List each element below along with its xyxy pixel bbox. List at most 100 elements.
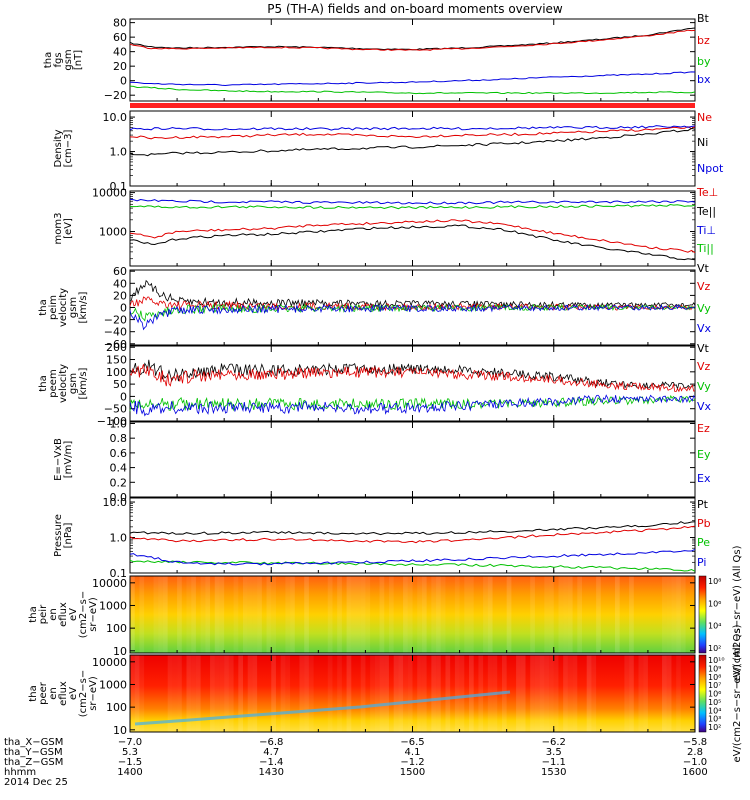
y-axis-label: eV	[68, 608, 79, 621]
colorbar-tick-label: 10¹⁰	[708, 656, 725, 665]
heatmap-stripe	[469, 655, 474, 732]
y-axis-label: mom3	[53, 213, 64, 245]
y-axis-label: fgs	[53, 52, 64, 67]
heatmap-stripe	[483, 576, 488, 653]
y-axis-label: [mV/m]	[63, 441, 74, 479]
x-axis-tick-label: 5.3	[122, 747, 138, 758]
x-axis-tick-label: 4.7	[263, 747, 279, 758]
y-axis-label: sr−eV)	[88, 676, 99, 711]
series-pe	[129, 559, 696, 572]
legend-entry: Vz	[697, 280, 711, 293]
y-axis-label: [nT]	[73, 50, 84, 70]
legend-entry: Vz	[697, 360, 711, 373]
y-tick-label: 60	[113, 265, 127, 278]
heatmap-stripe	[459, 655, 465, 732]
heatmap-stripe	[629, 655, 634, 732]
heatmap-stripe	[553, 655, 559, 732]
y-tick-label: 0	[120, 75, 127, 88]
heatmap-stripe	[327, 576, 333, 653]
series-vt	[129, 359, 696, 391]
legend-entry: Vt	[697, 342, 710, 355]
heatmap-stripe	[247, 655, 253, 732]
heatmap-stripe	[591, 655, 597, 732]
heatmap-stripe	[360, 576, 366, 653]
y-axis-label: velocity	[58, 288, 69, 327]
y-axis-label: gsm	[68, 373, 79, 394]
y-tick-label: 1.0	[110, 417, 128, 430]
y-axis-label: E=−VxB	[53, 438, 64, 481]
panel-pressure: 10.0 1.0 0.1 Pressure [nPa] Pt Pb Pe Pi	[53, 496, 711, 580]
heatmap-stripe	[379, 655, 385, 732]
panel-density: 10.0 1.0 0.1 Density [cm−3] Ne Ni Npot	[53, 110, 724, 193]
heatmap-stripe	[417, 576, 422, 653]
heatmap-stripe	[191, 655, 196, 732]
heatmap-stripe	[252, 655, 258, 732]
y-tick-label: 10	[113, 645, 127, 658]
series-vx	[129, 303, 696, 331]
heatmap-stripe	[153, 576, 159, 653]
y-tick-label: 1.0	[110, 146, 128, 159]
series-bz	[129, 29, 696, 51]
y-tick-label: 0.2	[110, 476, 128, 489]
heatmap-stripe	[130, 576, 135, 653]
y-axis-label: [km/s]	[78, 291, 89, 323]
heatmap-fill	[130, 576, 695, 653]
heatmap-stripe	[676, 655, 681, 732]
heatmap-stripe	[563, 576, 568, 653]
y-axis-label: [eV]	[63, 218, 74, 239]
heatmap-stripe	[577, 576, 582, 653]
legend-entry: Ni	[697, 136, 708, 149]
heatmap-stripe	[130, 655, 135, 732]
y-tick-label: 1000	[99, 599, 127, 612]
y-axis-label: en	[48, 608, 59, 621]
series-pt	[129, 521, 696, 536]
y-tick-label: 10000	[92, 656, 127, 669]
heatmap-stripe	[403, 576, 408, 653]
y-axis-label: sr−eV)	[88, 597, 99, 632]
y-tick-label: 100	[106, 622, 127, 635]
y-tick-label: 10.0	[103, 111, 128, 124]
legend-entry: Ex	[697, 472, 711, 485]
x-axis-tick-label: −1.1	[542, 757, 566, 768]
x-axis-tick-label: −6.8	[259, 737, 283, 748]
series-ne	[129, 126, 696, 140]
y-tick-label: 0.6	[110, 447, 128, 460]
heatmap-stripe	[365, 576, 371, 653]
x-axis-tick-label: 1600	[682, 767, 707, 778]
heatmap-stripe	[195, 655, 201, 732]
heatmap-stripe	[407, 655, 413, 732]
heatmap-stripe	[624, 655, 630, 732]
series-vx	[129, 394, 696, 417]
legend-entry: Bt	[697, 12, 710, 25]
heatmap-stripe	[219, 576, 225, 653]
y-axis-label: [km/s]	[78, 367, 89, 399]
panel-frame	[129, 18, 696, 102]
y-tick-label: 20	[113, 60, 127, 73]
heatmap-stripe	[360, 655, 366, 732]
heatmap-stripe	[271, 655, 276, 732]
y-axis-label: peim	[48, 295, 59, 320]
heatmap-stripe	[572, 655, 578, 732]
heatmap-stripe	[186, 576, 192, 653]
series-pi	[129, 548, 696, 566]
y-tick-label: −100	[97, 415, 127, 428]
heatmap-stripe	[158, 576, 163, 653]
legend-entry: Vx	[697, 322, 712, 335]
legend-entry: Pt	[697, 498, 709, 511]
colorbar-tick-label: 10⁸	[708, 673, 721, 682]
legend-entry: Ti||	[696, 242, 714, 255]
series-npot	[129, 125, 696, 131]
heatmap-stripe	[351, 576, 356, 653]
x-axis-tick-label: 3.5	[546, 747, 562, 758]
legend-entry: bz	[697, 34, 710, 47]
heatmap-stripe	[266, 576, 272, 653]
legend-entry: Vx	[697, 400, 712, 413]
colorbar-tick-label: 10⁵	[708, 698, 721, 707]
heatmap-stripe	[436, 655, 441, 732]
heatmap-stripe	[417, 655, 422, 732]
legend-entry: Ez	[697, 422, 710, 435]
heatmap-stripe	[680, 576, 686, 653]
y-axis-label: tha	[38, 299, 49, 315]
